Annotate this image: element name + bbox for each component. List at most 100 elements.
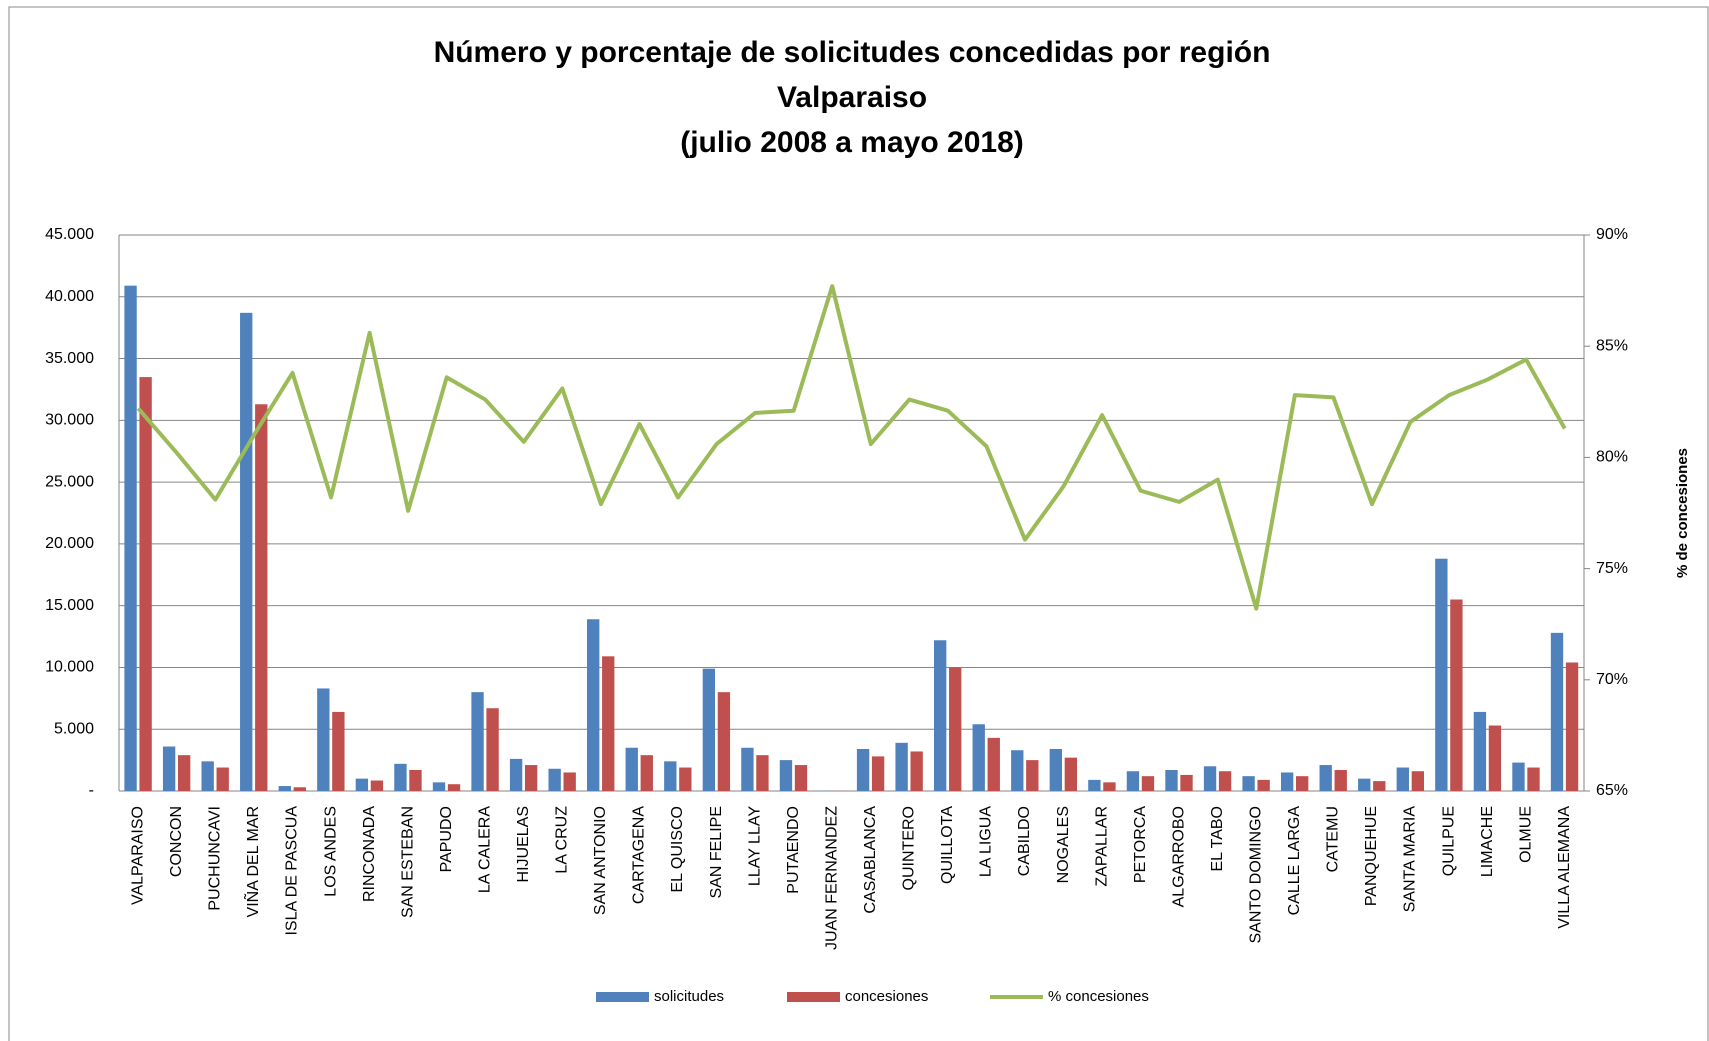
y-tick-label: 40.000	[45, 288, 94, 305]
bar	[1319, 765, 1332, 791]
bar	[679, 767, 692, 791]
bar	[1064, 757, 1078, 791]
bar	[1203, 766, 1217, 791]
legend-swatch	[787, 992, 840, 1002]
y2-tick-label: 70%	[1596, 671, 1628, 688]
x-tick-label: PETORCA	[1132, 806, 1149, 883]
bar	[756, 755, 769, 791]
bar	[409, 769, 422, 791]
bar	[524, 765, 538, 791]
x-tick-label: SAN ESTEBAN	[399, 806, 416, 918]
bar	[1049, 748, 1062, 791]
bar	[201, 761, 214, 791]
x-tick-label: OLMUE	[1517, 806, 1534, 863]
y-tick-label: 10.000	[45, 659, 94, 676]
bar	[1242, 776, 1255, 791]
x-tick-label: CARTAGENA	[631, 806, 648, 904]
x-tick-label: QUINTERO	[901, 806, 918, 890]
x-tick-label: CABILDO	[1016, 806, 1033, 876]
x-tick-label: PUTAENDO	[785, 806, 802, 894]
x-tick-label: SANTA MARIA	[1402, 806, 1419, 913]
bar	[1396, 767, 1409, 791]
bar	[1435, 558, 1448, 791]
x-tick-label: VILLA ALEMANA	[1556, 806, 1573, 929]
bar	[794, 765, 808, 791]
bar	[1026, 760, 1039, 791]
y-tick-label: 15.000	[45, 597, 94, 614]
bar	[1334, 769, 1347, 791]
x-tick-label: LIMACHE	[1479, 806, 1496, 877]
bar	[779, 760, 793, 791]
bar	[1512, 762, 1525, 791]
bar	[216, 767, 229, 791]
x-tick-label: JUAN FERNANDEZ	[823, 806, 840, 950]
bar	[355, 778, 369, 791]
x-tick-label: ALGARROBO	[1170, 806, 1187, 907]
bar	[741, 747, 754, 791]
bar	[910, 751, 923, 791]
bar	[1450, 599, 1463, 791]
x-tick-label: SAN ANTONIO	[592, 806, 609, 915]
bar	[856, 748, 870, 791]
bar	[625, 747, 638, 791]
bar	[602, 656, 615, 791]
y-tick-label: 5.000	[54, 720, 94, 737]
x-tick-label: CATEMU	[1325, 806, 1342, 872]
bar	[1011, 750, 1024, 791]
bar	[255, 404, 268, 791]
legend-label: solicitudes	[654, 988, 724, 1005]
x-tick-label: EL TABO	[1209, 806, 1226, 872]
y-tick-label: 20.000	[45, 535, 94, 552]
x-tick-label: LA CALERA	[476, 806, 493, 893]
bar	[587, 619, 600, 791]
bar	[1550, 632, 1564, 791]
bar	[895, 742, 908, 791]
bar	[124, 285, 137, 791]
x-tick-label: EL QUISCO	[669, 806, 686, 893]
x-tick-label: CALLE LARGA	[1286, 806, 1303, 916]
bar	[162, 746, 176, 791]
y-tick-label: 30.000	[45, 412, 94, 429]
x-tick-label: PUCHUNCAVI	[207, 806, 224, 911]
x-tick-label: NOGALES	[1055, 806, 1072, 883]
bar	[509, 758, 523, 791]
bar	[293, 787, 306, 791]
y2-tick-label: 75%	[1596, 560, 1628, 577]
bar	[987, 737, 1000, 791]
y2-tick-label: 80%	[1596, 449, 1628, 466]
x-tick-label: QUILLOTA	[939, 806, 956, 884]
bar	[394, 763, 407, 791]
bar	[1180, 774, 1193, 791]
x-tick-label: LOS ANDES	[322, 806, 339, 897]
x-tick-label: LA LIGUA	[978, 806, 995, 877]
bar	[871, 756, 885, 791]
bar	[177, 755, 191, 791]
x-tick-label: SANTO DOMINGO	[1248, 806, 1265, 944]
chart-title: Número y porcentaje de solicitudes conce…	[434, 36, 1271, 69]
bar	[471, 692, 484, 791]
bar	[1488, 725, 1502, 791]
bar	[640, 755, 653, 791]
y-tick-label: 45.000	[45, 226, 94, 243]
bar	[1373, 781, 1386, 791]
bar	[278, 786, 291, 791]
bar	[1411, 771, 1425, 791]
bar	[240, 312, 253, 791]
bar	[1358, 778, 1371, 791]
bar	[702, 668, 716, 791]
bar	[1565, 662, 1579, 791]
x-tick-label: PAPUDO	[438, 806, 455, 872]
bar	[486, 708, 499, 791]
x-tick-label: RINCONADA	[361, 806, 378, 902]
bar	[949, 667, 962, 791]
bar	[1141, 776, 1155, 791]
bar	[317, 688, 330, 791]
legend-swatch	[596, 992, 649, 1002]
bar	[370, 780, 384, 791]
y-tick-label: 35.000	[45, 350, 94, 367]
bar	[1088, 779, 1101, 791]
chart-title: (julio 2008 a mayo 2018)	[680, 126, 1024, 159]
x-tick-label: QUILPUE	[1440, 806, 1457, 876]
bar	[1103, 782, 1116, 791]
x-tick-label: SAN FELIPE	[708, 806, 725, 898]
